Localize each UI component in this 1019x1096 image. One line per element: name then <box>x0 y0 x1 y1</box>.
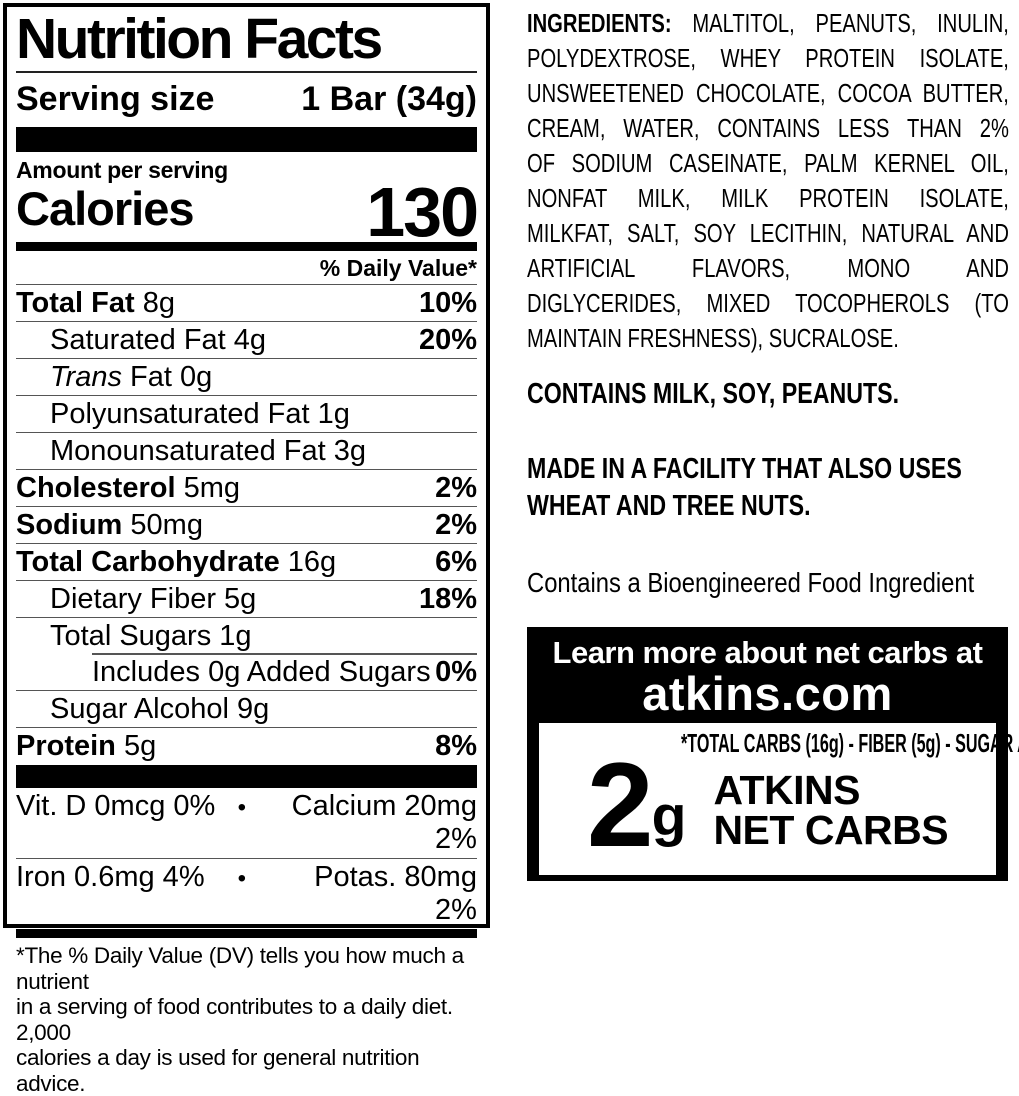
serving-size-row: Serving size 1 Bar (34g) <box>16 73 477 127</box>
nutrient-label: Total Fat 8g <box>16 286 176 319</box>
daily-value: 10% <box>418 286 477 319</box>
nutrient-row-protein: Protein 5g 8% <box>16 727 477 764</box>
daily-value: 18% <box>418 582 477 615</box>
daily-value: 2% <box>435 508 477 541</box>
ingredients-line: ARTIFICIAL FLAVORS, MONO AND <box>527 253 1009 283</box>
ingredients-line: MILKFAT, SALT, SOY LECITHIN, NATURAL AND <box>527 218 1009 248</box>
nutrient-row-sodium: Sodium 50mg 2% <box>16 506 477 543</box>
ingredients-paragraph: INGREDIENTS: MALTITOL, PEANUTS, INULIN, … <box>527 6 1009 356</box>
nutrient-label: Saturated Fat 4g <box>50 323 267 356</box>
nutrient-label: Polyunsaturated Fat 1g <box>50 397 350 430</box>
net-carbs-result: 2 g ATKINS NET CARBS <box>539 738 996 872</box>
nutrient-label: Cholesterol 5mg <box>16 471 241 504</box>
nutrient-row-total-sugars: Total Sugars 1g <box>16 617 477 654</box>
bullet-separator: • <box>237 794 247 821</box>
thick-bar <box>16 765 477 788</box>
daily-value-header: % Daily Value* <box>16 251 477 285</box>
thick-bar <box>16 929 477 938</box>
net-carbs-equation: *TOTAL CARBS (16g) - FIBER (5g) - SUGAR … <box>681 728 1019 758</box>
facility-line: WHEAT AND TREE NUTS. <box>527 490 811 522</box>
calories-value: 130 <box>366 173 479 251</box>
nutrient-label: Total Sugars 1g <box>50 619 252 652</box>
nutrient-label: Monounsaturated Fat 3g <box>50 434 366 467</box>
nutrient-row-added-sugars: Includes 0g Added Sugars 0% <box>16 653 477 690</box>
ingredients-line: CREAM, WATER, CONTAINS LESS THAN 2% <box>527 113 1009 143</box>
nutrient-label: Protein 5g <box>16 729 157 762</box>
nutrient-label: Includes 0g Added Sugars <box>92 655 431 688</box>
bullet-separator: • <box>237 865 247 892</box>
nutrient-row-cholesterol: Cholesterol 5mg 2% <box>16 469 477 506</box>
daily-value: 20% <box>418 323 477 356</box>
micronutrient-row-iron-potassium: Iron 0.6mg 4% • Potas. 80mg 2% <box>16 858 477 929</box>
right-column: INGREDIENTS: MALTITOL, PEANUTS, INULIN, … <box>527 6 1019 881</box>
atkins-website: atkins.com <box>642 667 893 720</box>
thick-bar <box>16 127 477 152</box>
nutrient-row-monounsaturated-fat: Monounsaturated Fat 3g <box>16 432 477 469</box>
daily-value-footnote: *The % Daily Value (DV) tells you how mu… <box>16 943 477 1096</box>
net-carbs-headline: Learn more about net carbs at <box>552 635 983 670</box>
allergen-statement: CONTAINS MILK, SOY, PEANUTS. <box>527 378 900 410</box>
serving-size-label: Serving size <box>16 80 215 118</box>
brand-line: NET CARBS <box>713 807 949 853</box>
nutrient-row-polyunsaturated-fat: Polyunsaturated Fat 1g <box>16 395 477 432</box>
serving-size-value: 1 Bar (34g) <box>301 80 477 118</box>
daily-value: 0% <box>435 655 477 688</box>
facility-statement: MADE IN A FACILITY THAT ALSO USES WHEAT … <box>527 451 1009 525</box>
micronutrient-right: Potas. 80mg 2% <box>314 861 477 926</box>
ingredients-line: NONFAT MILK, MILK PROTEIN ISOLATE, <box>527 183 1009 213</box>
ingredients-line: POLYDEXTROSE, WHEY PROTEIN ISOLATE, <box>527 43 1009 73</box>
net-carbs-unit: g <box>651 784 687 848</box>
facility-line: MADE IN A FACILITY THAT ALSO USES <box>527 453 962 485</box>
ingredients-line: DIGLYCERIDES, MIXED TOCOPHEROLS (TO <box>527 288 1009 318</box>
ingredients-line: INGREDIENTS: MALTITOL, PEANUTS, INULIN, <box>527 8 1009 38</box>
brand-line: ATKINS <box>713 767 861 813</box>
nutrient-row-dietary-fiber: Dietary Fiber 5g 18% <box>16 580 477 617</box>
panel-title: Nutrition Facts <box>16 7 383 71</box>
daily-value: 6% <box>435 545 477 578</box>
nutrient-label: Trans Fat 0g <box>50 360 213 393</box>
atkins-net-carbs-brand: ATKINS NET CARBS <box>713 767 949 853</box>
micronutrient-left: Iron 0.6mg 4% <box>16 861 205 893</box>
daily-value: 8% <box>435 729 477 762</box>
ingredients-line: OF SODIUM CASEINATE, PALM KERNEL OIL, <box>527 148 1009 178</box>
daily-value: 2% <box>435 471 477 504</box>
nutrient-row-trans-fat: Trans Fat 0g <box>16 358 477 395</box>
micronutrient-right: Calcium 20mg 2% <box>291 790 477 855</box>
calories-row: Calories 130 <box>16 173 479 251</box>
footnote-line: *The % Daily Value (DV) tells you how mu… <box>16 943 464 994</box>
net-carbs-box: Learn more about net carbs at atkins.com… <box>527 627 1019 881</box>
nutrition-label-page: Nutrition Facts Serving size 1 Bar (34g)… <box>3 3 1019 1096</box>
footnote-line: calories a day is used for general nutri… <box>16 1045 420 1096</box>
nutrient-row-total-fat: Total Fat 8g 10% <box>16 285 477 321</box>
nutrient-label: Sugar Alcohol 9g <box>50 692 270 725</box>
nutrient-row-sugar-alcohol: Sugar Alcohol 9g <box>16 690 477 727</box>
title-rule <box>16 71 477 73</box>
micronutrient-row-vitd-calcium: Vit. D 0mcg 0% • Calcium 20mg 2% <box>16 788 477 858</box>
calories-label: Calories <box>16 182 194 235</box>
net-carbs-calculation-box: *TOTAL CARBS (16g) - FIBER (5g) - SUGAR … <box>539 723 1019 875</box>
nutrient-label: Total Carbohydrate 16g <box>16 545 337 578</box>
thick-bar <box>16 242 477 251</box>
nutrient-row-saturated-fat: Saturated Fat 4g 20% <box>16 321 477 358</box>
nutrient-label: Sodium 50mg <box>16 508 203 541</box>
amount-per-serving-label: Amount per serving <box>16 157 228 183</box>
nutrition-facts-panel: Nutrition Facts Serving size 1 Bar (34g)… <box>3 3 490 1096</box>
ingredients-line: MAINTAIN FRESHNESS), SUCRALOSE. <box>527 323 899 353</box>
footnote-line: in a serving of food contributes to a da… <box>16 994 453 1045</box>
net-carbs-amount: 2 <box>586 738 654 872</box>
micronutrient-left: Vit. D 0mcg 0% <box>16 790 216 822</box>
bioengineered-statement: Contains a Bioengineered Food Ingredient <box>527 567 975 598</box>
ingredients-line: UNSWEETENED CHOCOLATE, COCOA BUTTER, <box>527 78 1009 108</box>
nutrient-row-total-carbohydrate: Total Carbohydrate 16g 6% <box>16 543 477 580</box>
ingredients-label: INGREDIENTS: <box>527 8 672 38</box>
nutrient-label: Dietary Fiber 5g <box>50 582 257 615</box>
